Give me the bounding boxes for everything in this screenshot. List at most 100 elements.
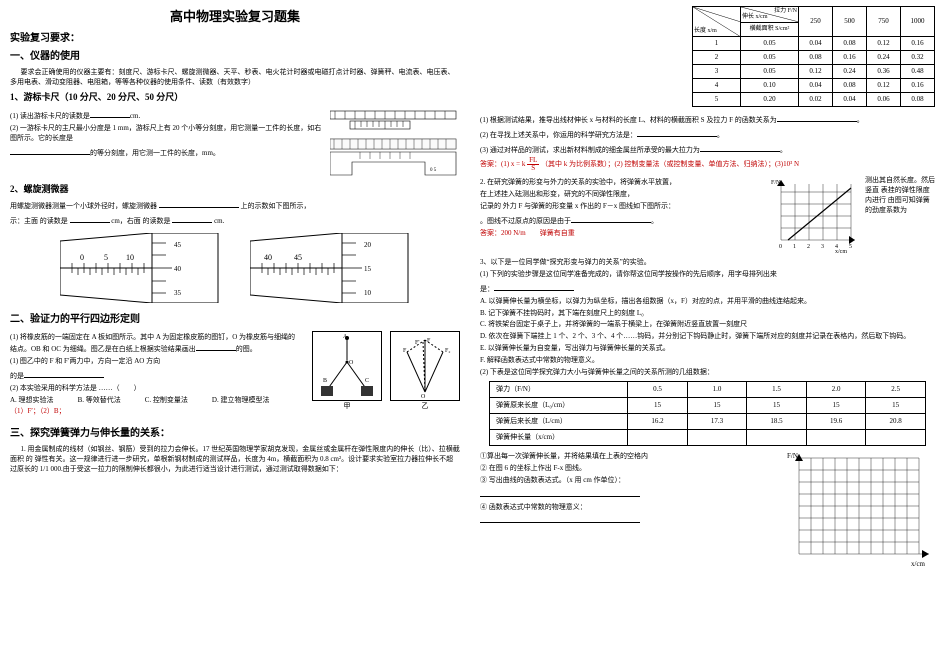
sec3-paragraph: 1. 用金属制成的线材（如钢丝、钢筋）受到的拉力会伸长。17 世纪英国物理学家胡… xyxy=(10,445,460,474)
blank xyxy=(480,514,640,523)
blank xyxy=(494,282,574,291)
svg-text:F₁: F₁ xyxy=(403,348,408,354)
svg-text:C: C xyxy=(365,378,369,384)
unit: cm. xyxy=(130,112,140,120)
sec2-p2-end: 的是 xyxy=(10,372,24,380)
blank xyxy=(70,214,110,223)
fig-label-jia: 甲 xyxy=(312,402,382,412)
right-page: 长度 x/m拉力 F/N伸长 x/cm2505007501000横截面积 S/c… xyxy=(470,0,945,668)
svg-text:5: 5 xyxy=(104,253,108,262)
caliper-diagram-icon: 0 5 xyxy=(330,107,460,179)
svg-text:F': F' xyxy=(415,340,419,346)
f-x-graph-small: F/N 012345 x/cm xyxy=(769,176,859,254)
blank xyxy=(159,199,239,208)
doc-title: 高中物理实验复习题集 xyxy=(10,8,460,26)
p3: 3、以下是一位同学做“探究形变与弹力的关系”的实验。 xyxy=(480,258,935,268)
svg-text:5: 5 xyxy=(849,244,852,250)
p2g: 。图线不过原点的原因是由于 xyxy=(480,217,571,225)
step-d: D. 依次在弹簧下端挂上 1 个、2 个、3 个、4 个……钩码，并分别记下钩码… xyxy=(480,332,935,342)
left-page: 高中物理实验复习题集 实验复习要求： 一、仪器的使用 要求会正确使用的仪器主要有… xyxy=(0,0,470,668)
svg-text:45: 45 xyxy=(174,241,182,249)
qd: ④ 函数表达式中常数的物理意义： xyxy=(480,503,587,511)
svg-text:20: 20 xyxy=(364,241,372,249)
svg-text:F/N: F/N xyxy=(771,180,781,186)
svg-text:A: A xyxy=(343,334,348,340)
sec2-p1-end: 的图。 xyxy=(236,345,257,353)
micrometer-text-4: cm. xyxy=(214,217,224,225)
micrometer-text-2: 示：主面 的读数是 xyxy=(10,217,68,225)
svg-text:0: 0 xyxy=(779,244,782,250)
q-1-2-end: 的等分刻度，用它测一工件的长度，mm。 xyxy=(90,149,220,157)
p3-2: (2) 下表是这位同学探究弹力大小与弹簧伸长量之间的关系所测的几组数据： xyxy=(480,368,935,378)
q-1-1: (1) 读出游标卡尺的读数是 xyxy=(10,112,90,120)
p2a: 2. 在研究弹簧的形变与外力的关系的实验中，将弹簧水平放置， xyxy=(480,178,676,186)
heading-sub-2: 2、螺旋测微器 xyxy=(10,183,460,196)
svg-text:3: 3 xyxy=(821,244,824,250)
svg-text:F/N: F/N xyxy=(787,452,798,460)
micrometer-text-3: cm，右面 的读数是 xyxy=(111,217,170,225)
svg-text:x/cm: x/cm xyxy=(911,560,926,568)
blank xyxy=(24,369,104,378)
micrometer-text-1: 用螺旋测微器测量一个小球外径时，螺旋测微器 xyxy=(10,202,157,210)
svg-text:0 5: 0 5 xyxy=(430,168,437,173)
q-1-2: (2) 一游标卡尺的主尺最小分度是 1 mm，游标尺上有 20 个小等分刻度，用… xyxy=(10,124,321,142)
blank xyxy=(196,342,236,351)
option-c: C. 控制变量法 xyxy=(145,396,188,406)
step-c: C. 将铁架台固定于桌子上，并将弹簧的一端系于横梁上，在弹簧附近竖直放置一刻度尺 xyxy=(480,320,935,330)
svg-text:O: O xyxy=(421,394,426,400)
svg-text:45: 45 xyxy=(294,253,302,262)
section-1-intro: 要求会正确使用的仪器主要有：刻度尺、游标卡尺、螺旋测微器、天平、秒表、电火花计时… xyxy=(10,68,460,88)
svg-text:40: 40 xyxy=(174,265,182,273)
sec2-p2: (1) 图乙中的 F 和 F′两力中，方向一定沿 AO 方向 xyxy=(10,357,160,365)
blank xyxy=(637,128,717,137)
micrometer-barrel-right-icon: 40 45 20 15 10 xyxy=(250,233,410,303)
qa: ①算出每一次弹簧伸长量，并将结果填在上表的空格内 xyxy=(480,452,777,462)
blank xyxy=(480,488,640,497)
svg-text:40: 40 xyxy=(264,253,272,262)
q1: (1) 根据测试结果，推导出线材伸长 x 与材料的长度 L、材料的横截面积 S … xyxy=(480,116,777,124)
qc: ③ 写出曲线的函数表达式。（x 用 cm 作单位）： xyxy=(480,476,625,484)
micrometer-text-1b: 上的示数如下图所示， xyxy=(241,202,311,210)
p3-1: (1) 下列的实验步骤是这位同学准备完成的，请你帮这位同学按操作的先后顺序，用字… xyxy=(480,270,777,278)
svg-text:F: F xyxy=(427,338,431,344)
parallelogram-fig-yi: F F' F₁ F₂ O xyxy=(390,331,460,401)
blank xyxy=(777,113,857,122)
data-table-top: 长度 x/m拉力 F/N伸长 x/cm2505007501000横截面积 S/c… xyxy=(692,6,935,107)
data-table-mid: 弹力（F/N）0.51.01.52.02.5弹簧原来长度（L₀/cm）15151… xyxy=(489,381,926,446)
heading-section-1: 一、仪器的使用 xyxy=(10,50,460,64)
p2e: 记录的 外力 F 与弹簧的形变量 x 作出的 F－x 图线如下图所示： xyxy=(480,202,675,210)
svg-text:O: O xyxy=(349,360,354,366)
svg-text:0: 0 xyxy=(80,253,84,262)
step-a: A. 以弹簧伸长量为横坐标，以弹力为纵坐标，描出各组数据（x，F）对应的点，并用… xyxy=(480,297,935,307)
option-b: B. 等效替代法 xyxy=(78,396,121,406)
blank xyxy=(10,146,90,155)
option-a: A. 理想实验法 xyxy=(10,396,54,406)
blank-graph-grid: F/N x/cm xyxy=(785,450,935,570)
p3-1-end: 是： xyxy=(480,285,494,293)
q2: (2) 在寻找上述关系中，你运用的科学研究方法是： xyxy=(480,131,637,139)
svg-text:2: 2 xyxy=(807,244,810,250)
heading-section-3: 三、探究弹簧弹力与伸长量的关系： xyxy=(10,427,460,441)
sec2-answer: （1）F′；（2）B； xyxy=(10,407,302,417)
step-e: E. 以弹簧伸长量为自变量，写出弹力与弹簧伸长量的关系式。 xyxy=(480,344,935,354)
heading-section-2: 二、验证力的平行四边形定则 xyxy=(10,313,460,327)
step-b: B. 记下弹簧不挂钩码时，其下端在刻度尺上的刻度 L₀ xyxy=(480,309,935,319)
svg-text:10: 10 xyxy=(364,289,372,297)
svg-text:B: B xyxy=(323,378,327,384)
svg-text:F₂: F₂ xyxy=(445,348,450,354)
svg-text:10: 10 xyxy=(126,253,134,262)
sec2-q: (2) 本实验采用的科学方法是 ……（ ） xyxy=(10,384,302,394)
blank xyxy=(700,143,780,152)
blank xyxy=(172,214,212,223)
svg-text:35: 35 xyxy=(174,289,182,297)
q3: (3) 通过对样品的测试，求出新材料制成的细金属丝所承受的最大拉力为 xyxy=(480,146,700,154)
answer-1: 答案：(1) x = k FL S （其中 k 为比例系数）；(2) 控制变量法… xyxy=(480,157,935,172)
fig-label-yi: 乙 xyxy=(390,402,460,412)
blank xyxy=(90,109,130,118)
answer-2: 答案：200 N/m 弹簧有自重 xyxy=(480,229,763,239)
parallelogram-fig-jia: A O B C xyxy=(312,331,382,401)
blank xyxy=(571,214,651,223)
p2c: 在上述挂入砝测出和形变，研究的不同弹性限度， xyxy=(480,190,634,198)
heading-requirements: 实验复习要求： xyxy=(10,32,460,46)
svg-text:15: 15 xyxy=(364,265,372,273)
